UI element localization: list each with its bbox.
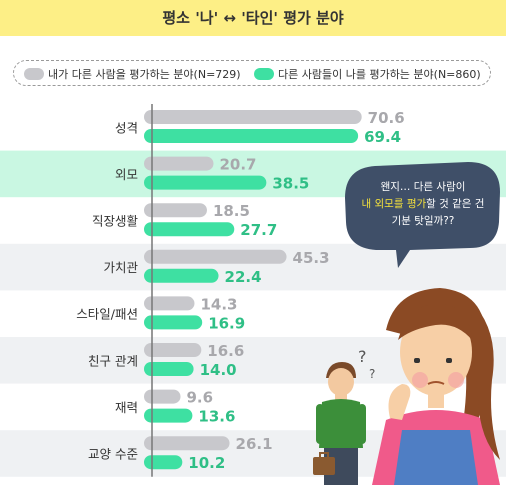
bar-me xyxy=(144,222,235,237)
value-label-others: 20.7 xyxy=(219,156,256,174)
bar-me xyxy=(144,268,219,283)
category-label: 가치관 xyxy=(103,260,138,275)
bar-me xyxy=(144,362,194,376)
bar-others xyxy=(144,110,362,124)
category-label: 직장생활 xyxy=(92,214,139,229)
legend-item-others: 내가 다른 사람을 평가하는 분야(N=729) xyxy=(24,66,241,82)
legend: 내가 다른 사람을 평가하는 분야(N=729) 다른 사람들이 나를 평가하는… xyxy=(13,60,491,86)
value-label-others: 26.1 xyxy=(236,435,273,453)
category-label: 친구 관계 xyxy=(88,353,138,368)
bar-me xyxy=(144,315,203,330)
category-label: 재력 xyxy=(115,400,138,415)
man-illustration: ? ? xyxy=(313,347,375,485)
value-label-others: 18.5 xyxy=(213,202,250,220)
value-label-others: 45.3 xyxy=(293,249,330,267)
value-label-me: 38.5 xyxy=(272,175,309,193)
bar-others xyxy=(144,156,214,171)
bar-others xyxy=(144,436,230,451)
category-label: 외모 xyxy=(115,167,138,182)
bars xyxy=(144,110,362,470)
speech-bubble-shape xyxy=(345,162,500,268)
bar-others xyxy=(144,249,287,264)
bubble-line-2-rest: 할 것 같은 건 xyxy=(426,198,484,210)
speech-bubble: 왠지… 다른 사람이 내 외모를 평가할 것 같은 건 기분 탓일까?? xyxy=(345,162,500,268)
title-band xyxy=(0,0,506,36)
bar-me xyxy=(144,175,267,190)
value-label-others: 16.6 xyxy=(207,342,244,360)
category-label: 성격 xyxy=(115,120,138,135)
bar-me xyxy=(144,408,193,423)
legend-label: 다른 사람들이 나를 평가하는 분야(N=860) xyxy=(278,68,481,81)
bubble-line-2: 내 외모를 평가할 것 같은 건 xyxy=(362,198,485,210)
value-label-others: 14.3 xyxy=(200,295,237,313)
legend-gray-swatch xyxy=(24,68,44,80)
value-label-me: 14.0 xyxy=(200,361,237,379)
bar-me xyxy=(144,129,359,143)
bubble-highlight: 내 외모를 평가 xyxy=(362,198,427,210)
value-label-me: 69.4 xyxy=(364,128,401,146)
value-label-me: 27.7 xyxy=(240,221,277,239)
category-label: 교양 수준 xyxy=(88,447,138,462)
labels: 성격 70.669.4 외모 20.7 38.5 직장생활 18.527.7 가치관 45.3 2… xyxy=(76,104,405,477)
value-label-me: 22.4 xyxy=(225,268,262,286)
chart-title: 평소 '나' ↔ '타인' 평가 분야 xyxy=(162,9,344,27)
bar-others xyxy=(144,389,181,404)
value-label-others: 9.6 xyxy=(187,389,214,407)
bar-others xyxy=(144,203,207,218)
bar-others xyxy=(144,296,195,311)
legend-item-me: 다른 사람들이 나를 평가하는 분야(N=860) xyxy=(254,66,481,82)
legend-label: 내가 다른 사람을 평가하는 분야(N=729) xyxy=(48,68,241,81)
bubble-line-1: 왠지… 다른 사람이 xyxy=(381,180,466,193)
value-label-others: 70.6 xyxy=(368,109,405,127)
value-label-me: 16.9 xyxy=(208,314,245,332)
legend-green-swatch xyxy=(254,68,274,80)
value-label-me: 13.6 xyxy=(198,408,235,426)
woman-illustration xyxy=(372,288,500,485)
bubble-line-3: 기분 탓일까?? xyxy=(392,214,455,227)
question-mark-1: ? xyxy=(358,347,367,366)
bar-me xyxy=(144,455,183,470)
question-mark-2: ? xyxy=(369,367,375,381)
bar-others xyxy=(144,343,202,357)
value-label-me: 10.2 xyxy=(188,454,225,472)
category-label: 스타일/패션 xyxy=(76,307,138,322)
